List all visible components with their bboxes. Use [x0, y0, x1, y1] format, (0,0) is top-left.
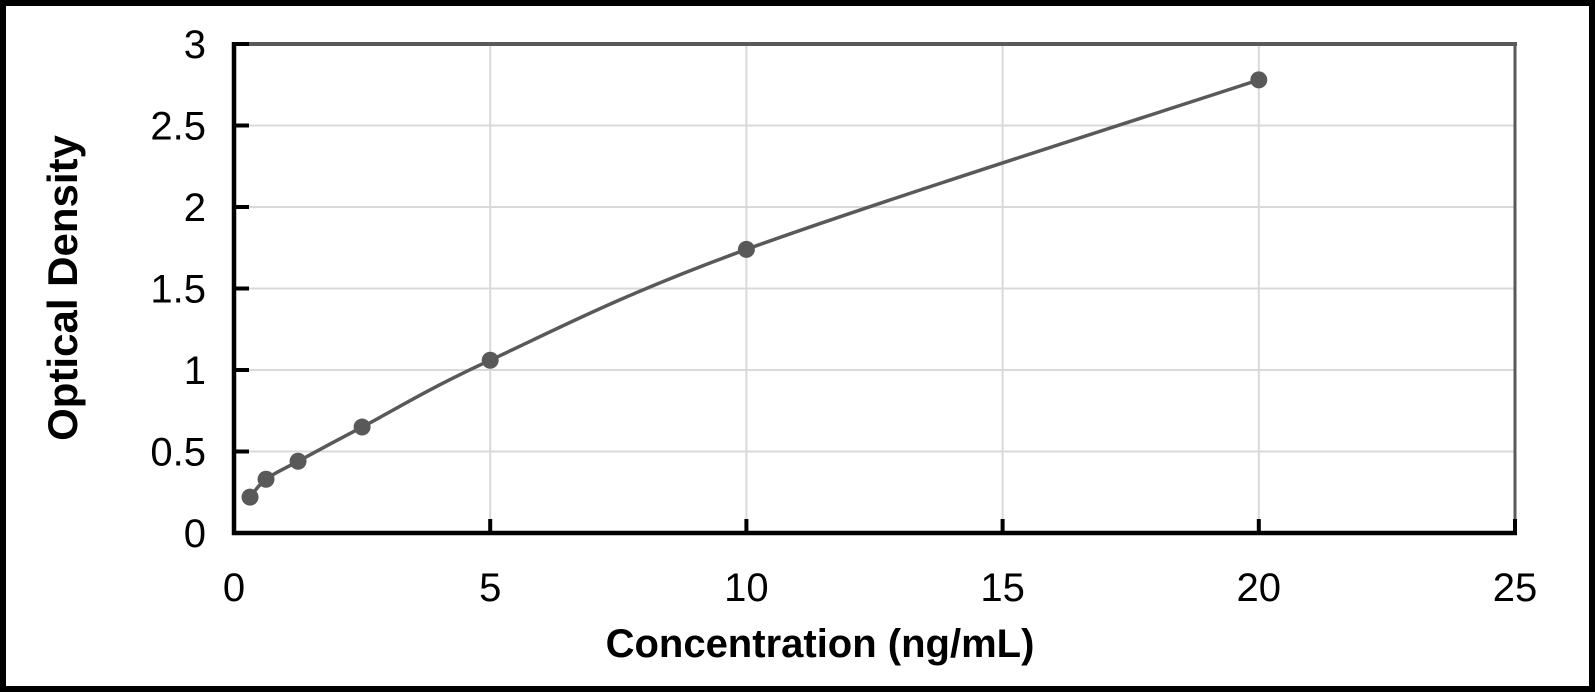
data-points — [241, 71, 1268, 506]
y-tick-label: 2 — [184, 186, 206, 230]
y-axis-title: Optical Density — [39, 134, 86, 440]
tick-marks — [234, 42, 1517, 533]
data-point — [289, 452, 307, 470]
data-point — [1250, 71, 1268, 89]
x-tick-label: 5 — [479, 566, 501, 610]
x-tick-label: 15 — [980, 566, 1025, 610]
y-tick-label: 0 — [184, 512, 206, 556]
x-tick-label: 25 — [1493, 566, 1538, 610]
y-tick-label: 0.5 — [150, 431, 206, 475]
y-tick-label: 2.5 — [150, 105, 206, 149]
y-tick-label: 1 — [184, 349, 206, 393]
x-tick-labels: 0 5 10 15 20 25 — [223, 566, 1537, 610]
data-point — [257, 470, 275, 488]
gridlines — [234, 44, 1515, 533]
y-tick-label: 3 — [184, 23, 206, 67]
data-point — [737, 240, 755, 258]
x-axis-title: Concentration (ng/mL) — [606, 622, 1035, 666]
x-tick-label: 10 — [724, 566, 769, 610]
data-point — [353, 418, 371, 436]
x-tick-label: 0 — [223, 566, 245, 610]
data-point — [241, 488, 259, 506]
data-point — [481, 351, 499, 369]
plot-border — [232, 42, 1517, 533]
x-tick-label: 20 — [1237, 566, 1282, 610]
y-tick-labels: 0 0.5 1 1.5 2 2.5 3 — [150, 23, 206, 556]
y-tick-label: 1.5 — [150, 268, 206, 312]
